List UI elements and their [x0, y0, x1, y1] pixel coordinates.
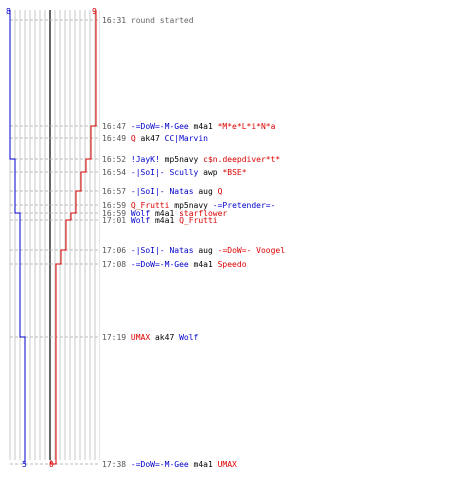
log-player-red: Q_Frutti [130, 201, 170, 210]
log-player-blue: -|SoI|- Scully [130, 168, 199, 177]
log-player-blue: CC|Marvin [164, 134, 208, 143]
log-player-red: Q [217, 187, 223, 196]
log-row-kill: 17:08 -=DoW=-M-Gee m4a1 Speedo [102, 260, 247, 269]
log-time: 16:54 [102, 168, 131, 177]
log-time: 16:59 [102, 209, 131, 218]
log-weapon: ak47 [150, 333, 180, 342]
log-row-kill: 17:06 -|SoI|- Natas aug -=DoW=- Voogel [102, 246, 285, 255]
log-time: 16:49 [102, 134, 131, 143]
log-weapon: m4a1 [150, 216, 180, 225]
log-player-blue: Wolf [130, 209, 151, 218]
blue-end-count: 5 [22, 460, 27, 469]
log-weapon: aug [193, 187, 218, 196]
log-time: 16:31 [102, 16, 131, 25]
log-weapon: awp [198, 168, 223, 177]
log-row-kill: 16:47 -=DoW=-M-Gee m4a1 *M*e*L*i*N*a [102, 122, 275, 131]
log-player-blue: -=DoW=-M-Gee [130, 460, 189, 469]
log-player-red: c$n.deepdiver*t* [203, 155, 281, 164]
blue-team-line [9, 10, 26, 464]
log-row-kill: 16:59 Q_Frutti mp5navy -=Pretender=- [102, 201, 275, 210]
log-time: 16:52 [102, 155, 131, 164]
red-team-line [50, 10, 97, 465]
alive-players-chart [9, 10, 100, 465]
log-time: 17:06 [102, 246, 131, 255]
log-player-blue: -|SoI|- Natas [130, 187, 194, 196]
log-time: 17:19 [102, 333, 131, 342]
log-player-red: *M*e*L*i*N*a [217, 122, 276, 131]
log-row-kill: 17:01 Wolf m4a1 Q_Frutti [102, 216, 218, 225]
log-player-red: Speedo [217, 260, 247, 269]
log-message: round started [130, 16, 194, 25]
log-player-blue: Wolf [130, 216, 151, 225]
log-player-red: starflower [179, 209, 228, 218]
log-weapon: m4a1 [188, 260, 218, 269]
log-row-kill: 16:57 -|SoI|- Natas aug Q [102, 187, 222, 196]
blue-start-count: 8 [6, 7, 11, 16]
log-player-blue: -=Pretender=- [212, 201, 276, 210]
log-player-red: Q_Frutti [179, 216, 218, 225]
log-row-round-start: 16:31 round started [102, 16, 194, 25]
log-player-blue: -|SoI|- Natas [130, 246, 194, 255]
log-weapon: ak47 [135, 134, 165, 143]
log-time: 17:08 [102, 260, 131, 269]
log-time: 17:38 [102, 460, 131, 469]
log-time: 16:47 [102, 122, 131, 131]
log-row-kill: 16:54 -|SoI|- Scully awp *BSE* [102, 168, 247, 177]
log-player-blue: -=DoW=-M-Gee [130, 122, 189, 131]
log-player-red: UMAX [217, 460, 237, 469]
log-row-kill: 16:49 Q ak47 CC|Marvin [102, 134, 208, 143]
log-weapon: mp5navy [169, 201, 213, 210]
log-time: 16:59 [102, 201, 131, 210]
log-player-red: -=DoW=- Voogel [217, 246, 286, 255]
log-weapon: m4a1 [188, 460, 218, 469]
log-player-blue: -=DoW=-M-Gee [130, 260, 189, 269]
log-weapon: mp5navy [159, 155, 204, 164]
log-weapon: aug [193, 246, 218, 255]
log-weapon: m4a1 [150, 209, 180, 218]
log-row-kill: 16:52 !JayK! mp5navy c$n.deepdiver*t* [102, 155, 280, 164]
log-time: 16:57 [102, 187, 131, 196]
log-row-kill: 17:38 -=DoW=-M-Gee m4a1 UMAX [102, 460, 237, 469]
red-start-count: 9 [92, 7, 97, 16]
log-row-kill: 16:59 Wolf m4a1 starflower [102, 209, 227, 218]
log-row-kill: 17:19 UMAX ak47 Wolf [102, 333, 198, 342]
log-weapon: m4a1 [188, 122, 218, 131]
log-player-red: UMAX [130, 333, 151, 342]
log-player-blue: Wolf [179, 333, 199, 342]
log-player-red: Q [130, 134, 136, 143]
red-end-count: 0 [49, 460, 54, 469]
log-player-blue: !JayK! [130, 155, 160, 164]
log-time: 17:01 [102, 216, 131, 225]
log-player-red: *BSE* [222, 168, 247, 177]
